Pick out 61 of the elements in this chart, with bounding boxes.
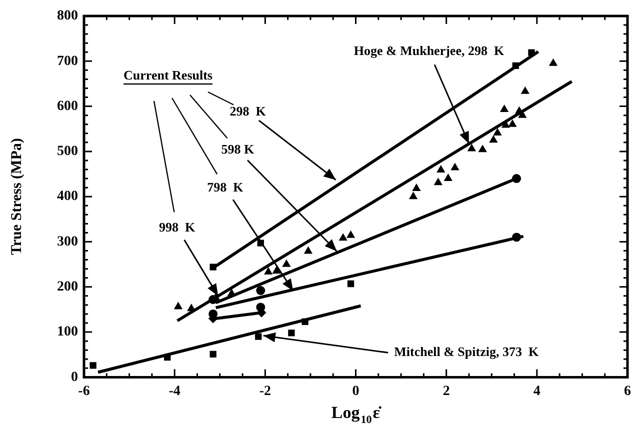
point xyxy=(512,174,522,184)
point xyxy=(468,144,476,152)
point xyxy=(256,286,266,296)
y-tick-label: 400 xyxy=(57,189,78,204)
y-tick-label: 300 xyxy=(57,234,78,250)
y-tick-label: 0 xyxy=(71,370,78,385)
y-tick-label: 200 xyxy=(57,280,78,295)
annotation: Hoge & Mukherjee, 298 K xyxy=(354,43,505,58)
point xyxy=(187,304,196,312)
point xyxy=(508,120,516,127)
point xyxy=(282,260,290,267)
point xyxy=(521,86,530,94)
x-tick-label: 0 xyxy=(352,384,360,400)
point xyxy=(272,266,280,274)
point xyxy=(264,268,272,274)
y-tick-label: 500 xyxy=(57,144,78,160)
point xyxy=(478,145,487,152)
y-tick-label: 100 xyxy=(57,324,78,340)
x-tick-label: 4 xyxy=(533,384,540,400)
point xyxy=(489,136,498,143)
x-tick-label: 2 xyxy=(442,384,450,400)
point xyxy=(90,362,96,369)
point xyxy=(228,289,236,296)
x-tick-label: -2 xyxy=(259,384,272,400)
point xyxy=(549,58,558,66)
x-tick-label: 6 xyxy=(624,384,631,400)
point xyxy=(412,184,420,191)
annotation: 598 K xyxy=(221,142,256,157)
point xyxy=(255,333,262,340)
point xyxy=(494,128,502,136)
point xyxy=(512,62,519,69)
y-axis-title: True Stress (MPa) xyxy=(8,138,25,256)
point xyxy=(339,234,348,241)
point xyxy=(302,318,308,325)
annotation: Mitchell & Spitzig, 373 K xyxy=(394,344,540,360)
annotation: 298 K xyxy=(230,103,267,118)
annotation: 998 K xyxy=(159,219,196,234)
point xyxy=(164,354,171,361)
point xyxy=(347,280,354,288)
point xyxy=(436,165,445,172)
point xyxy=(256,302,266,312)
point xyxy=(346,230,355,238)
point xyxy=(444,174,452,182)
point xyxy=(304,246,312,254)
point xyxy=(409,192,418,200)
annotation: 798 K xyxy=(207,179,244,194)
x-tick-label: -4 xyxy=(168,384,180,400)
point xyxy=(528,49,535,56)
point xyxy=(288,330,295,336)
y-tick-label: 700 xyxy=(57,54,78,69)
point xyxy=(450,163,459,170)
annotation: Current Results xyxy=(124,67,212,82)
point xyxy=(210,350,216,358)
point xyxy=(210,264,216,270)
point xyxy=(434,178,442,186)
point xyxy=(500,104,508,112)
y-tick-label: 600 xyxy=(57,98,78,114)
y-tick-label: 800 xyxy=(57,8,78,24)
point xyxy=(512,232,522,242)
point xyxy=(174,302,182,310)
x-tick-label: -6 xyxy=(78,384,90,400)
